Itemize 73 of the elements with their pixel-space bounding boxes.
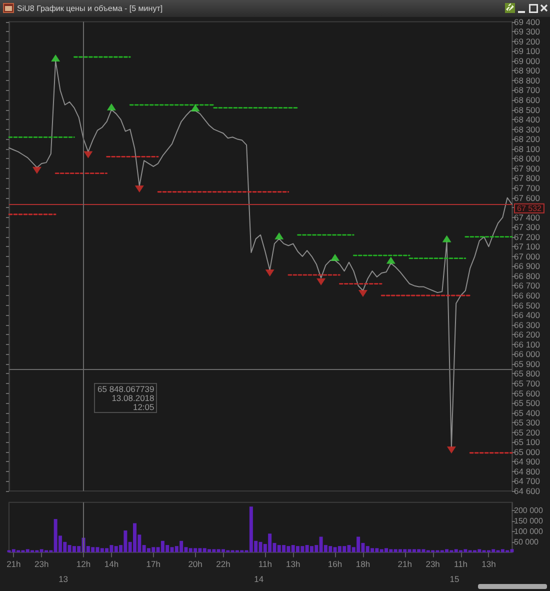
- y-tick-label: 69 200: [514, 36, 540, 46]
- y-tick-label: 67 300: [514, 222, 540, 232]
- y-tick-label: 64 700: [514, 476, 540, 486]
- y-tick-label: 68 900: [514, 66, 540, 76]
- text: 13: [58, 574, 68, 584]
- y-tick-label: 69 000: [514, 56, 540, 66]
- y-tick-label: 67 900: [514, 163, 540, 174]
- y-tick-label: 68 700: [514, 85, 540, 96]
- y-tick-label: 68 400: [514, 114, 540, 125]
- y-tick-label: 65 400: [514, 408, 540, 418]
- y-tick-label: 66 300: [514, 320, 540, 330]
- y-tick-label: 65 200: [514, 427, 540, 438]
- y-tick-label: 65 000: [514, 446, 540, 457]
- y-tick-label: 66 700: [514, 280, 540, 291]
- y-tick-label: 65 300: [514, 418, 540, 428]
- x-tick-label: 11h: [454, 558, 468, 569]
- x-tick-label: 20h: [188, 558, 203, 569]
- x-tick-label: 21h: [398, 558, 412, 569]
- x-tick-label: 13h: [482, 558, 496, 569]
- y-tick-label: 65 900: [514, 358, 540, 369]
- x-tick-label: 13h: [286, 558, 300, 569]
- y-tick-label: 150 000: [514, 516, 544, 526]
- y-tick-label: 64 600: [514, 486, 540, 496]
- x-tick-label: 23h: [34, 558, 49, 569]
- y-tick-label: 67 800: [514, 173, 540, 184]
- y-tick-label: 67 700: [514, 182, 540, 193]
- y-tick-label: 67 400: [514, 212, 540, 222]
- y-tick-label: 66 900: [514, 261, 540, 272]
- text: 15: [450, 574, 460, 584]
- y-tick-label: 65 600: [514, 388, 540, 398]
- y-tick-label: 69 400: [514, 16, 540, 27]
- y-tick-label: 66 200: [514, 330, 540, 340]
- y-tick-label: 68 100: [514, 144, 540, 154]
- ref-line-label: 67 532: [517, 204, 542, 213]
- y-tick-label: 65 800: [514, 368, 540, 379]
- annotation: 65 848.067739 13.08.2018 12:05: [94, 383, 158, 413]
- x-tick-label: 16h: [328, 558, 342, 569]
- y-tick-label: 66 800: [514, 270, 540, 281]
- y-tick-label: 69 300: [514, 26, 540, 37]
- y-tick-label: 50 000: [514, 537, 540, 546]
- y-tick-label: 68 600: [514, 95, 540, 105]
- y-tick-label: 66 600: [514, 290, 540, 300]
- x-tick-label: 18h: [356, 558, 370, 569]
- y-tick-label: 68 000: [514, 154, 540, 164]
- x-tick-label: 21h: [6, 558, 22, 569]
- x-tick-label: 14h: [104, 558, 119, 569]
- x-tick-label: 23h: [426, 558, 440, 569]
- y-tick-label: 67 100: [514, 242, 540, 252]
- chart-title: SiU8 График цены и объема - [5 минут]: [17, 3, 163, 14]
- y-tick-label: 67 000: [514, 251, 540, 262]
- y-tick-label: 67 200: [514, 232, 540, 242]
- y-tick-label: 67 600: [514, 192, 540, 203]
- y-tick-label: 68 300: [514, 124, 540, 134]
- y-tick-label: 100 000: [514, 527, 544, 536]
- x-tick-label: 22h: [216, 558, 231, 569]
- y-tick-label: 68 800: [514, 75, 540, 86]
- y-tick-label: 68 500: [514, 104, 540, 115]
- y-tick-label: 64 900: [514, 456, 540, 467]
- y-tick-label: 66 100: [514, 339, 540, 350]
- y-tick-label: 65 100: [514, 437, 540, 448]
- y-tick-label: 64 800: [514, 466, 540, 476]
- y-tick-label: 69 100: [514, 46, 540, 56]
- y-tick-label: 66 400: [514, 310, 540, 320]
- y-tick-label: 68 200: [514, 134, 540, 144]
- y-tick-label: 66 500: [514, 300, 540, 310]
- y-tick-label: 65 700: [514, 378, 540, 388]
- y-tick-label: 66 000: [514, 349, 540, 360]
- x-tick-label: 17h: [146, 558, 161, 569]
- text: 14: [254, 574, 264, 584]
- y-tick-label: 200 000: [514, 506, 544, 516]
- y-tick-label: 65 500: [514, 398, 540, 408]
- x-tick-label: 12h: [76, 558, 91, 569]
- x-tick-label: 11h: [258, 558, 272, 569]
